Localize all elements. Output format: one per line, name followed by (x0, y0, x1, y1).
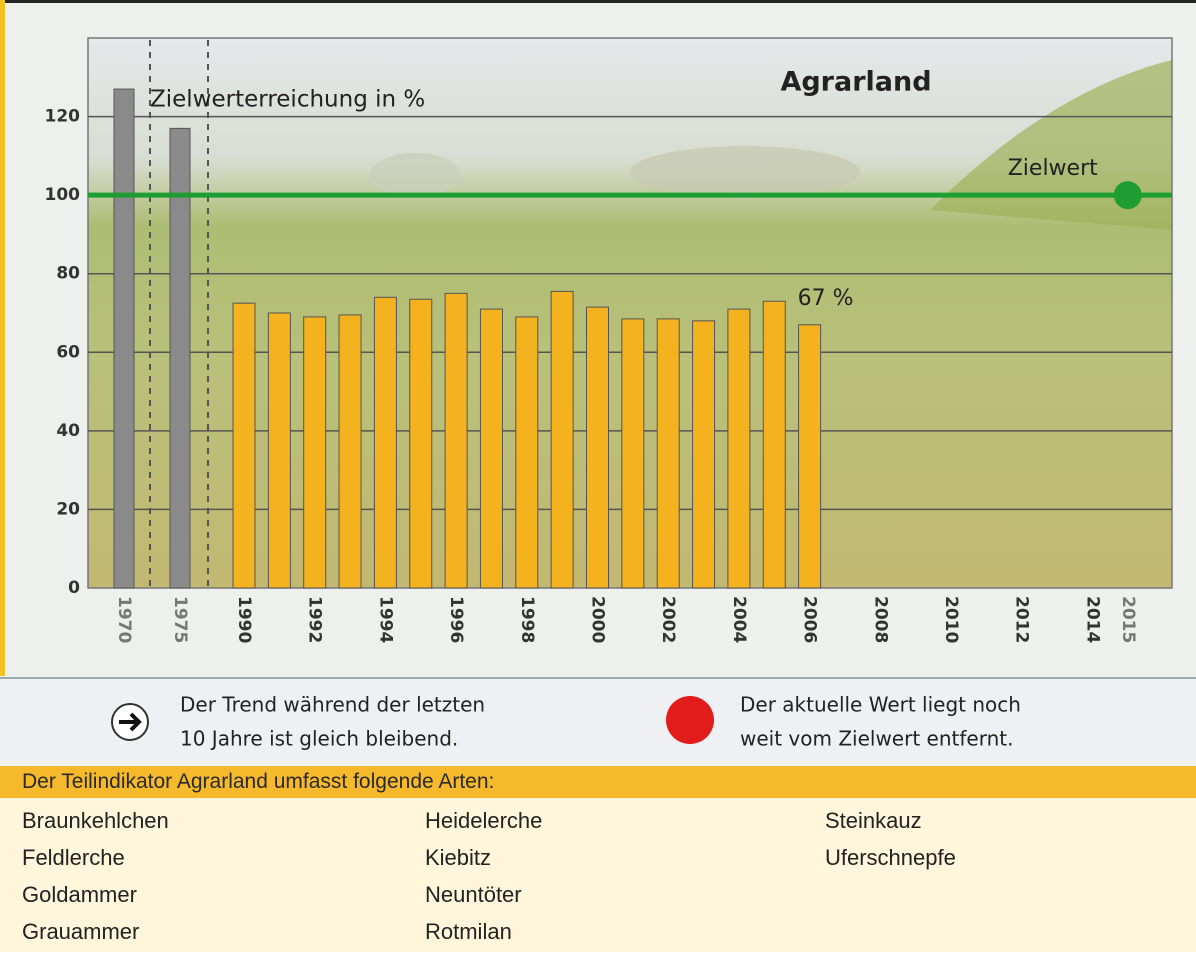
y-tick-label: 120 (45, 107, 81, 127)
species-name: Grauammer (22, 919, 140, 944)
y-tick-label: 100 (45, 185, 81, 205)
species-name: Steinkauz (825, 808, 922, 833)
species-header: Der Teilindikator Agrarland umfasst folg… (0, 766, 1196, 798)
target-label: Zielwert (1008, 156, 1098, 181)
legend-text: weit vom Zielwert entfernt. (740, 727, 1013, 751)
bar (550, 290, 574, 589)
x-tick-label: 1992 (305, 596, 325, 643)
x-tick-label: 1998 (517, 596, 537, 643)
x-tick-label: 2006 (800, 596, 820, 643)
bar (444, 292, 468, 589)
bar (727, 308, 751, 589)
bar (303, 316, 327, 589)
x-tick-label: 1975 (170, 596, 190, 643)
bar (373, 296, 397, 589)
species-name: Heidelerche (425, 808, 543, 833)
bar (409, 298, 433, 589)
top-border (0, 0, 1196, 3)
x-tick-label: 2008 (870, 596, 890, 643)
tree (630, 146, 860, 198)
bar (798, 324, 822, 589)
legend-text: 10 Jahre ist gleich bleibend. (180, 727, 458, 751)
species-column: Braunkehlchen Feldlerche Goldammer Grauamme… (22, 808, 169, 956)
bar (656, 318, 680, 589)
left-border (0, 0, 5, 676)
x-tick-label: 1994 (375, 596, 395, 643)
chart: Zielwerterreichung in % Agrarland 0 20 40 6… (0, 0, 1196, 766)
x-tick-label: 1990 (234, 596, 254, 643)
x-tick-label: 2004 (729, 596, 749, 643)
legend-text: Der aktuelle Wert liegt noch (740, 693, 1021, 717)
chart-title: Agrarland (780, 67, 931, 98)
legend-text: Der Trend während der letzten (180, 693, 485, 717)
x-tick-label: 2000 (588, 596, 608, 643)
y-tick-label: 40 (56, 421, 80, 441)
bar (169, 127, 191, 589)
bar (692, 320, 716, 589)
species-name: Uferschnepfe (825, 845, 956, 870)
axis-title: Zielwerterreichung in % (150, 87, 425, 113)
species-name: Feldlerche (22, 845, 125, 870)
status-icon (666, 696, 714, 744)
species-list: Braunkehlchen Feldlerche Goldammer Grauamme… (0, 798, 1196, 952)
species-column: Heidelerche Kiebitz Neuntöter Rotmilan (425, 808, 542, 956)
x-tick-label: 1970 (114, 596, 134, 643)
species-name: Kiebitz (425, 845, 492, 870)
bar (586, 306, 609, 589)
species-name: Goldammer (22, 882, 137, 907)
y-tick-label: 0 (68, 578, 80, 598)
bar (762, 300, 786, 589)
bar (479, 308, 503, 589)
species-title: Der Teilindikator Agrarland umfasst folg… (22, 770, 495, 793)
x-tick-label: 2014 (1082, 596, 1102, 643)
bar (515, 316, 539, 589)
species-name: Braunkehlchen (22, 808, 169, 833)
y-tick-label: 60 (56, 342, 80, 362)
x-tick-label: 2012 (1012, 596, 1032, 643)
y-tick-label: 80 (56, 264, 80, 284)
legend-panel (0, 676, 1196, 766)
species-column: Steinkauz Uferschnepfe (825, 808, 956, 882)
value-label: 67 % (798, 286, 854, 311)
bar (621, 318, 645, 589)
x-tick-label: 1996 (446, 596, 466, 643)
trend-arrow (119, 712, 142, 732)
bar (232, 302, 256, 589)
x-tick-label: 2010 (941, 596, 961, 643)
species-name: Neuntöter (425, 882, 522, 907)
hill (930, 60, 1172, 230)
target-dot (1113, 181, 1142, 210)
x-tick-label: 2015 (1118, 596, 1138, 643)
bar (267, 312, 291, 589)
bar (338, 314, 362, 589)
y-tick-label: 20 (56, 499, 80, 519)
tree (370, 153, 460, 197)
x-tick-label: 2002 (658, 596, 678, 643)
species-name: Rotmilan (425, 919, 512, 944)
bar (113, 88, 135, 589)
